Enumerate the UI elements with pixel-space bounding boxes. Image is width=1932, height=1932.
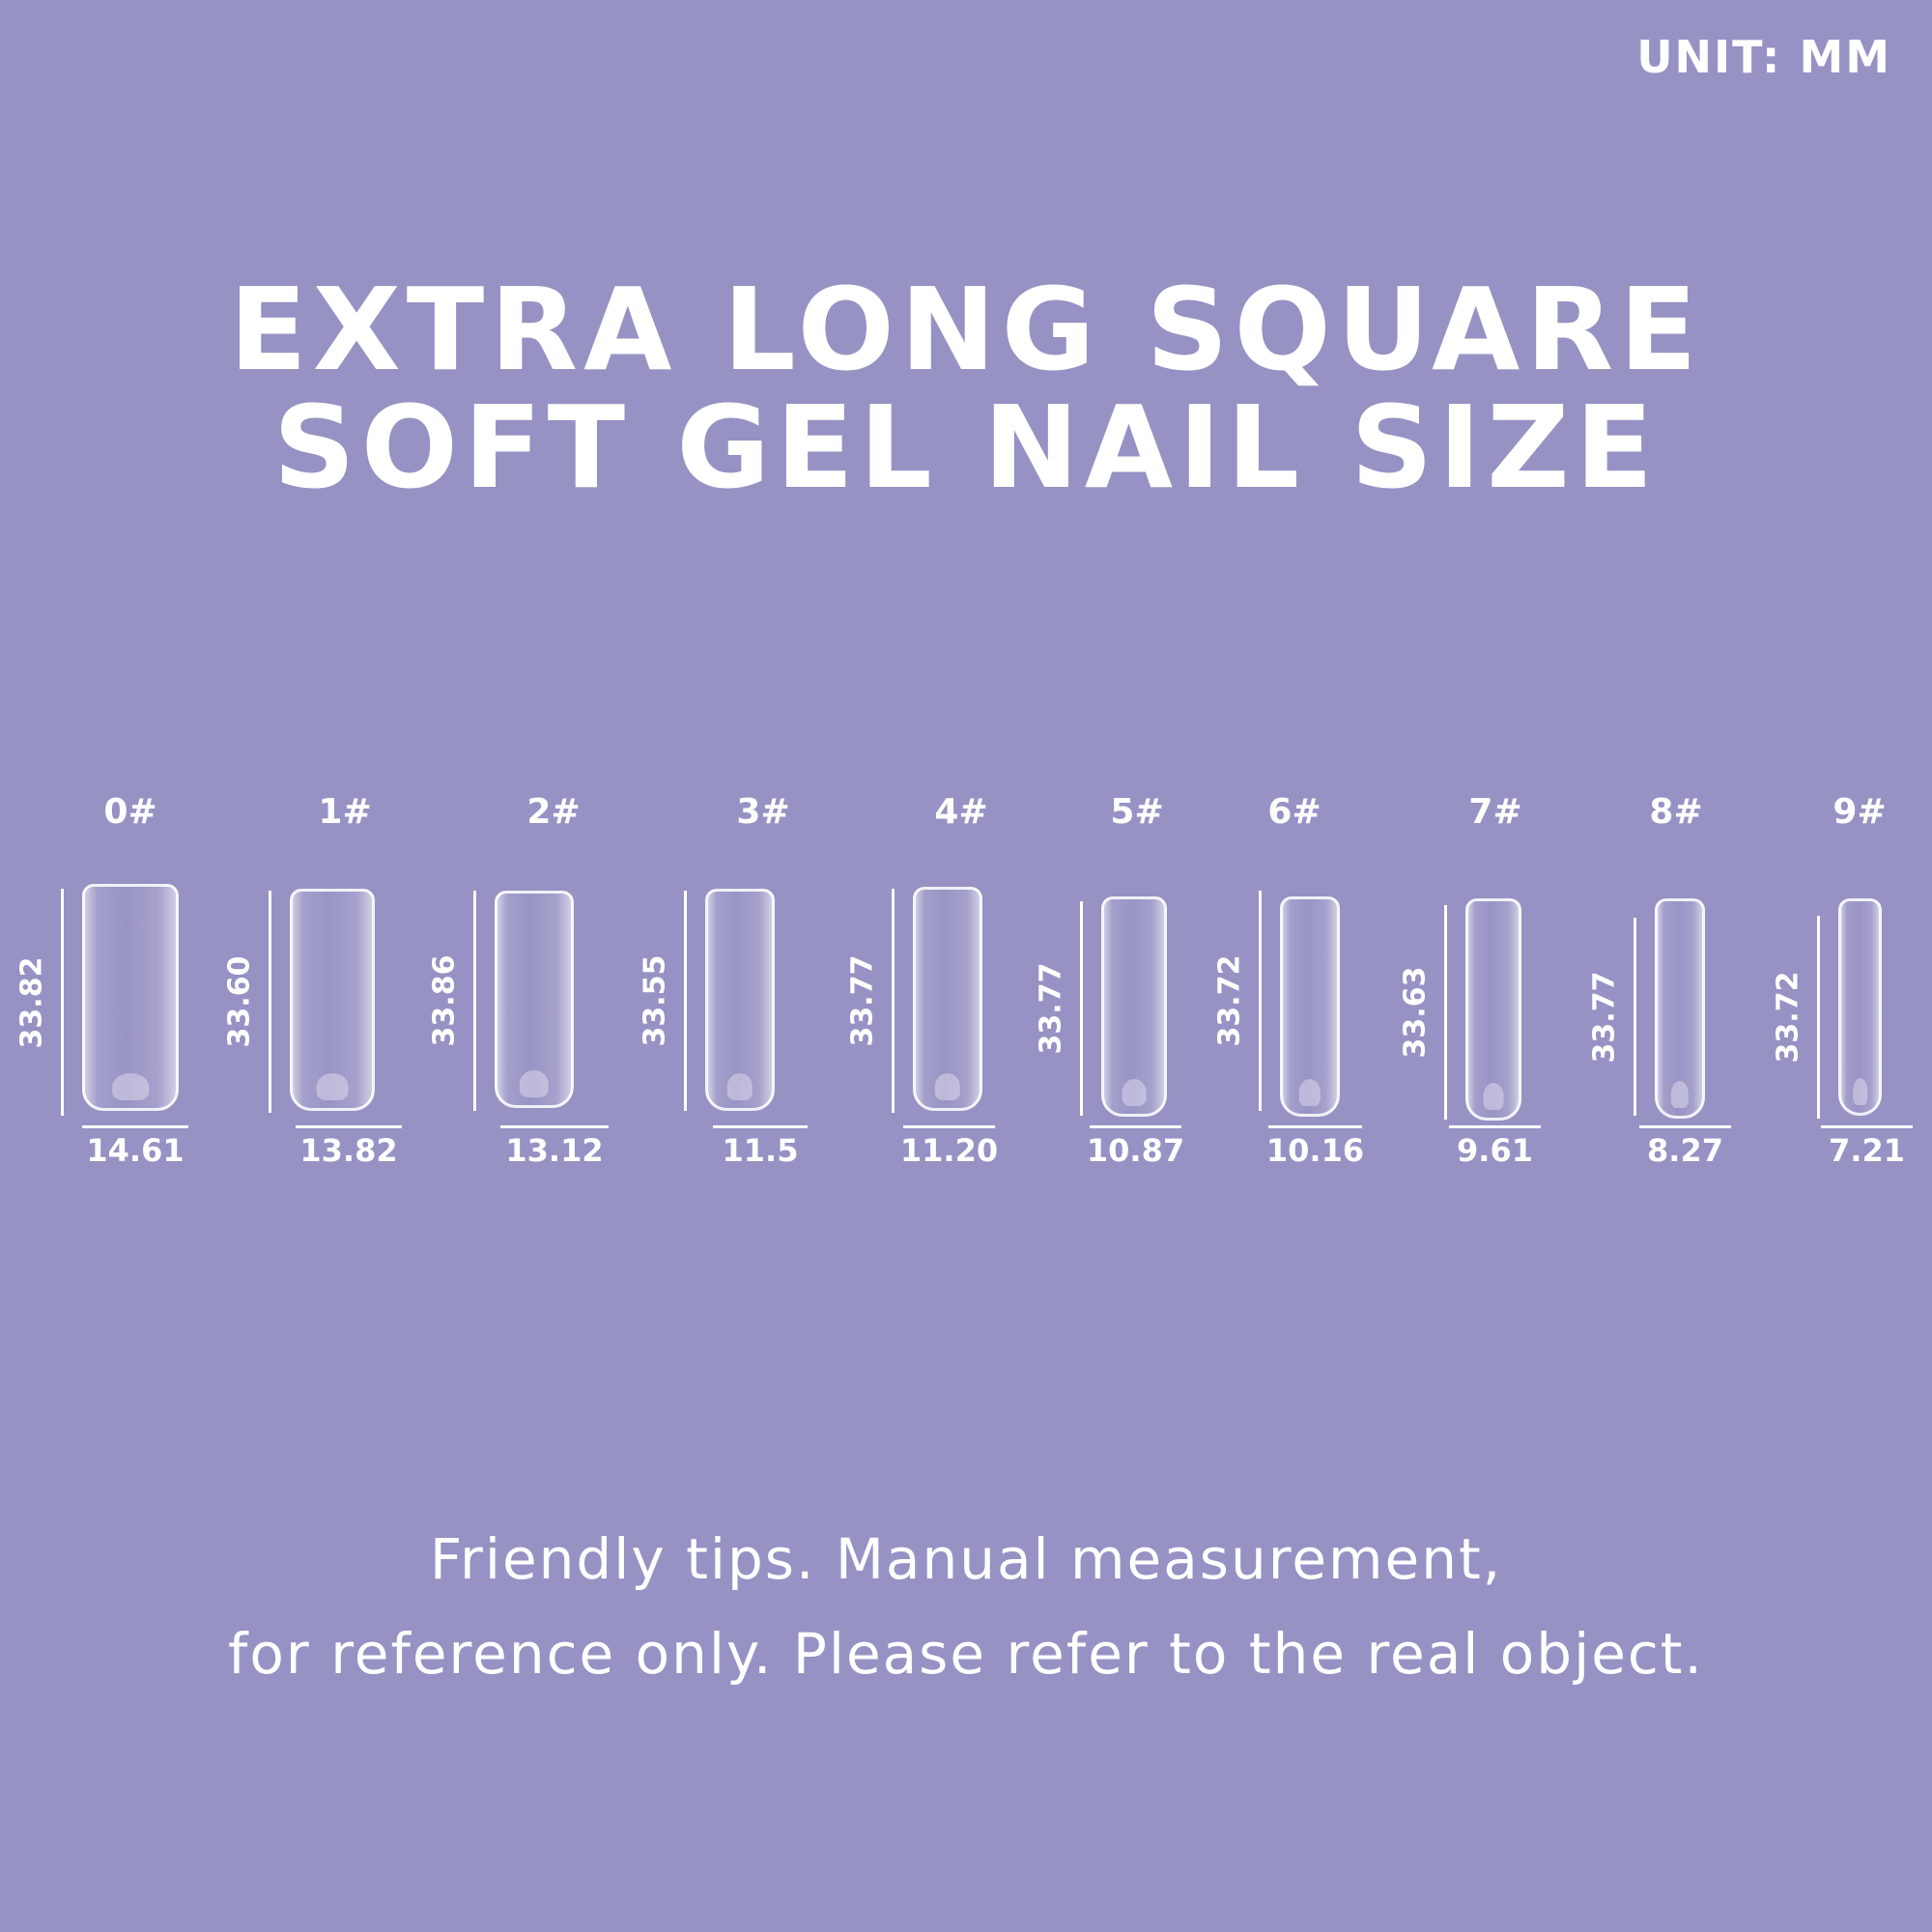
- length-indicator-line: [1259, 891, 1262, 1111]
- nail-size-label: 7#: [1468, 792, 1522, 832]
- nail-width-label: 11.5: [722, 1132, 799, 1169]
- nail-size-label: 8#: [1649, 792, 1703, 832]
- nail-width-label: 10.87: [1086, 1132, 1185, 1169]
- nail-width-label: 14.61: [86, 1132, 185, 1169]
- tips-line-2: for reference only. Please refer to the …: [228, 1621, 1704, 1687]
- width-indicator-line: [1090, 1125, 1181, 1128]
- nail-width-label: 11.20: [899, 1132, 999, 1169]
- width-indicator-line: [500, 1125, 609, 1128]
- nail-length-label: 33.82: [14, 956, 49, 1048]
- nail-size-label: 0#: [103, 792, 157, 832]
- nail-size-label: 2#: [526, 792, 581, 832]
- nail-tip-image: [1465, 898, 1521, 1121]
- length-indicator-line: [1444, 905, 1447, 1120]
- nail-size-label: 1#: [318, 792, 372, 832]
- title-line-1: EXTRA LONG SQUARE: [229, 263, 1703, 396]
- nail-width-label: 10.16: [1265, 1132, 1365, 1169]
- length-indicator-line: [1080, 901, 1083, 1116]
- page-title: EXTRA LONG SQUARE SOFT GEL NAIL SIZE: [0, 270, 1932, 506]
- nail-length-label: 33.72: [1771, 971, 1805, 1064]
- nail-length-label: 33.72: [1212, 954, 1247, 1047]
- nail-tip-image: [290, 889, 375, 1111]
- nail-size-label: 5#: [1110, 792, 1164, 832]
- nail-tip-image: [913, 887, 982, 1111]
- width-indicator-line: [903, 1125, 995, 1128]
- nail-size-label: 9#: [1833, 792, 1887, 832]
- width-indicator-line: [1268, 1125, 1362, 1128]
- nail-length-label: 33.60: [222, 955, 257, 1048]
- nail-width-label: 9.61: [1457, 1132, 1533, 1169]
- nail-tip-image: [495, 891, 574, 1108]
- length-indicator-line: [1634, 918, 1636, 1116]
- nail-tip-image: [82, 884, 179, 1111]
- length-indicator-line: [473, 891, 476, 1111]
- nail-width-label: 7.21: [1829, 1132, 1905, 1169]
- nail-width-label: 8.27: [1647, 1132, 1723, 1169]
- width-indicator-line: [1821, 1125, 1913, 1128]
- nail-tip-image: [1655, 898, 1705, 1119]
- nail-tip-image: [1280, 896, 1340, 1117]
- width-indicator-line: [1639, 1125, 1731, 1128]
- nail-width-label: 13.82: [299, 1132, 398, 1169]
- nail-size-label: 6#: [1267, 792, 1321, 832]
- title-line-2: SOFT GEL NAIL SIZE: [272, 381, 1660, 514]
- nail-length-label: 33.86: [427, 954, 462, 1047]
- length-indicator-line: [1817, 916, 1820, 1119]
- tips-line-1: Friendly tips. Manual measurement,: [429, 1526, 1503, 1592]
- width-indicator-line: [82, 1125, 188, 1128]
- nail-size-label: 4#: [934, 792, 988, 832]
- nail-length-label: 33.77: [845, 954, 880, 1047]
- width-indicator-line: [713, 1125, 808, 1128]
- unit-label: UNIT: MM: [1636, 31, 1891, 83]
- length-indicator-line: [61, 889, 64, 1116]
- nail-length-label: 33.55: [638, 954, 672, 1047]
- nail-width-label: 13.12: [505, 1132, 604, 1169]
- nail-size-label: 3#: [736, 792, 790, 832]
- nail-length-label: 33.77: [1034, 962, 1068, 1055]
- friendly-tips: Friendly tips. Manual measurement, for r…: [0, 1512, 1932, 1701]
- nail-tip-image: [705, 889, 775, 1111]
- length-indicator-line: [684, 891, 687, 1111]
- width-indicator-line: [1449, 1125, 1541, 1128]
- length-indicator-line: [892, 889, 895, 1113]
- nail-tip-image: [1101, 896, 1167, 1117]
- width-indicator-line: [296, 1125, 402, 1128]
- length-indicator-line: [269, 891, 271, 1113]
- nail-length-label: 33.63: [1398, 966, 1433, 1059]
- nail-tip-image: [1838, 898, 1882, 1116]
- nail-length-label: 33.77: [1587, 971, 1622, 1063]
